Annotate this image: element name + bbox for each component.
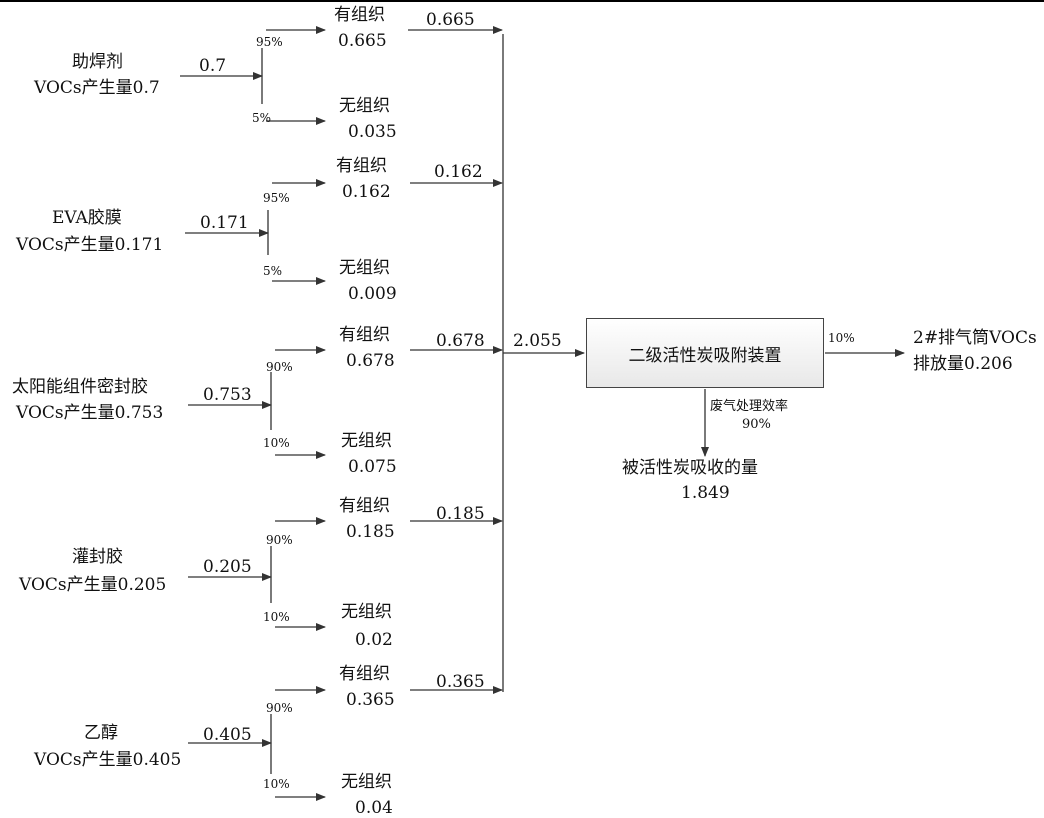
- org-value-5: 0.365: [346, 690, 395, 710]
- pct-unorg-4: 10%: [263, 610, 290, 624]
- input-value-5: 0.405: [203, 725, 252, 745]
- source-name-3: 太阳能组件密封胶: [12, 377, 148, 397]
- efficiency-line2: 90%: [742, 417, 771, 432]
- input-value-4: 0.205: [203, 557, 252, 577]
- unorg-value-4: 0.02: [355, 630, 393, 650]
- unorg-label-1: 无组织: [339, 96, 390, 116]
- absorbed-line2: 1.849: [681, 483, 730, 503]
- org-value-4: 0.185: [346, 522, 395, 542]
- efficiency-line1: 废气处理效率: [710, 399, 789, 414]
- source-name-2: EVA胶膜: [52, 208, 122, 228]
- source-voc-1: VOCs产生量0.7: [34, 78, 160, 98]
- input-value-3: 0.753: [203, 385, 252, 405]
- unorg-label-3: 无组织: [341, 431, 392, 451]
- to-collector-4: 0.185: [436, 504, 485, 524]
- outlet-pct: 10%: [828, 331, 855, 345]
- org-label-3: 有组织: [339, 325, 390, 345]
- unorg-value-3: 0.075: [348, 457, 397, 477]
- unorg-label-4: 无组织: [341, 602, 392, 622]
- org-label-2: 有组织: [336, 156, 387, 176]
- input-value-1: 0.7: [199, 56, 227, 76]
- unorg-value-5: 0.04: [355, 798, 393, 818]
- org-label-1: 有组织: [334, 5, 385, 25]
- outlet-label-line1: 2#排气筒VOCs: [913, 328, 1037, 348]
- unorg-value-1: 0.035: [348, 122, 397, 142]
- unorg-value-2: 0.009: [348, 284, 397, 304]
- pct-unorg-1: 5%: [252, 111, 272, 125]
- unorg-label-2: 无组织: [339, 258, 390, 278]
- org-value-3: 0.678: [346, 351, 395, 371]
- pct-unorg-2: 5%: [263, 264, 283, 278]
- pct-org-4: 90%: [266, 533, 293, 547]
- adsorption-device-box: 二级活性炭吸附装置: [586, 318, 824, 388]
- source-name-5: 乙醇: [84, 723, 118, 743]
- pct-org-3: 90%: [266, 360, 293, 374]
- to-collector-1: 0.665: [426, 10, 475, 30]
- source-voc-2: VOCs产生量0.171: [16, 235, 164, 255]
- source-voc-4: VOCs产生量0.205: [19, 575, 167, 595]
- org-value-2: 0.162: [342, 182, 391, 202]
- source-name-4: 灌封胶: [72, 547, 123, 567]
- pct-org-2: 95%: [263, 191, 290, 205]
- pct-org-1: 95%: [256, 35, 283, 49]
- org-label-4: 有组织: [339, 496, 390, 516]
- device-label: 二级活性炭吸附装置: [628, 345, 782, 366]
- unorg-label-5: 无组织: [341, 772, 392, 792]
- pct-unorg-3: 10%: [263, 436, 290, 450]
- pct-unorg-5: 10%: [263, 777, 290, 791]
- org-label-5: 有组织: [339, 664, 390, 684]
- to-collector-3: 0.678: [436, 331, 485, 351]
- collector-total: 2.055: [513, 331, 562, 351]
- outlet-label-line2: 排放量0.206: [913, 354, 1013, 374]
- absorbed-line1: 被活性炭吸收的量: [622, 458, 758, 478]
- org-value-1: 0.665: [338, 31, 387, 51]
- source-name-1: 助焊剂: [72, 52, 123, 72]
- to-collector-5: 0.365: [436, 672, 485, 692]
- source-voc-3: VOCs产生量0.753: [16, 403, 164, 423]
- input-value-2: 0.171: [200, 213, 249, 233]
- pct-org-5: 90%: [266, 701, 293, 715]
- to-collector-2: 0.162: [434, 162, 483, 182]
- source-voc-5: VOCs产生量0.405: [34, 750, 182, 770]
